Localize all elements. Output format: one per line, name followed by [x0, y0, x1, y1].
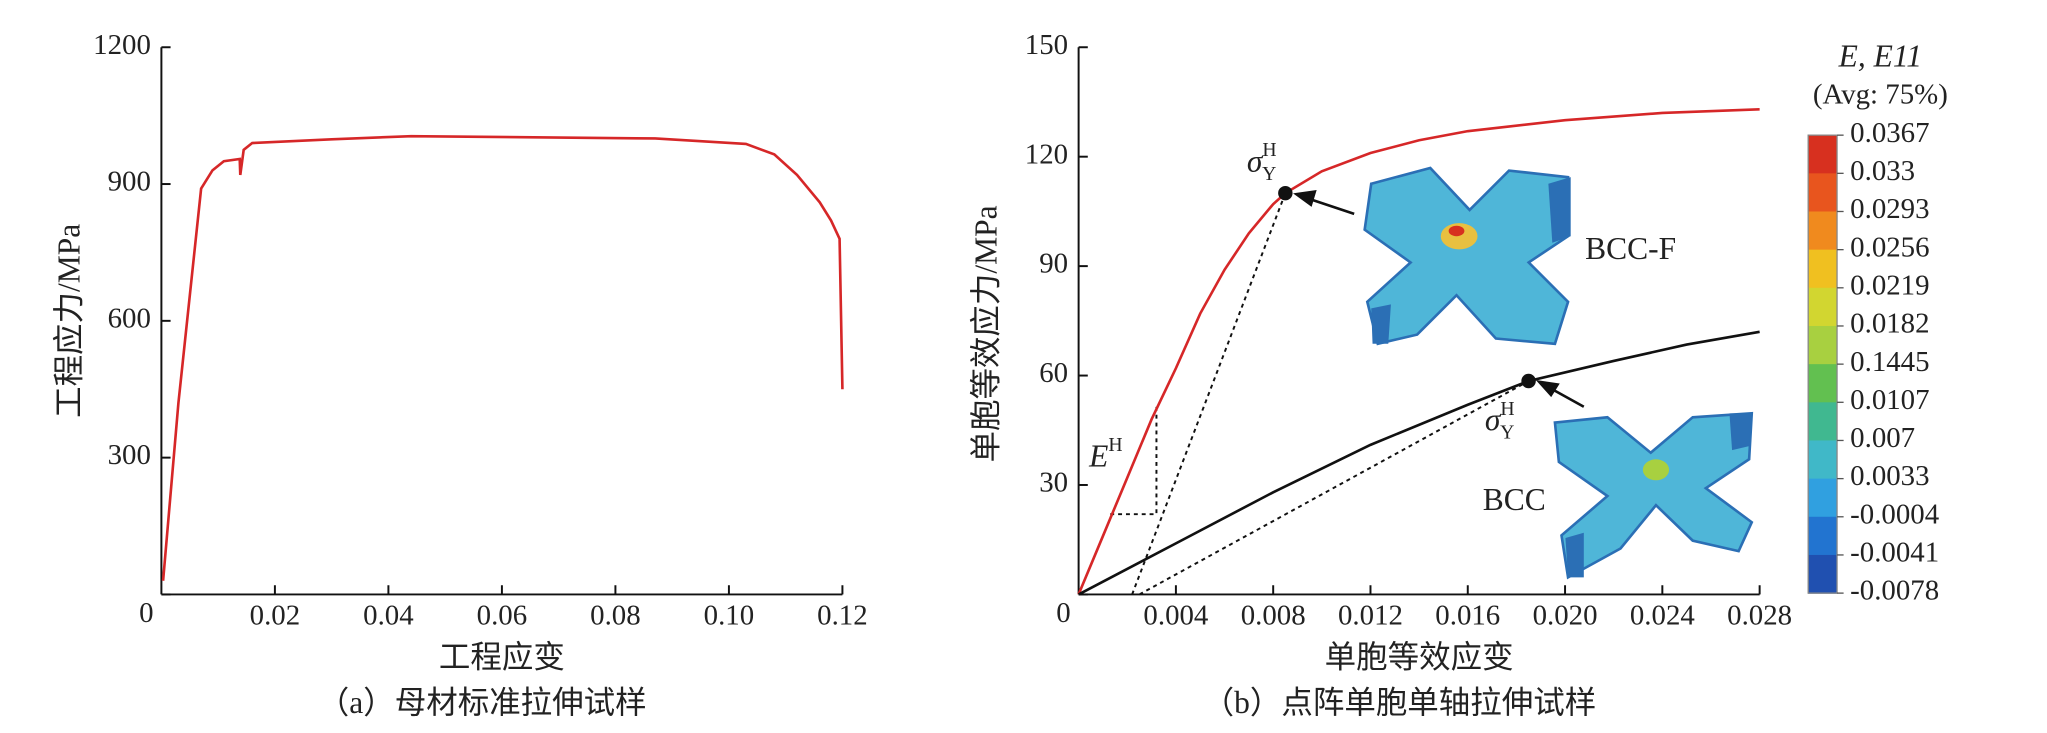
- colorbar-band: [1808, 249, 1838, 289]
- yield-point: [1521, 373, 1536, 389]
- colorbar-label: 0.033: [1850, 155, 1915, 187]
- colorbar-label: -0.0078: [1850, 575, 1939, 607]
- y-tick-label: 900: [108, 166, 151, 198]
- y-axis-label: 单胞等效应力/MPa: [969, 205, 1004, 462]
- x-tick-label: 0.02: [250, 600, 301, 632]
- x-tick-label: 0.028: [1727, 600, 1792, 632]
- render-bcc-f: [1363, 166, 1571, 346]
- colorbar-band: [1808, 440, 1838, 480]
- colorbar-band: [1808, 287, 1838, 327]
- colorbar-band: [1808, 325, 1838, 365]
- modulus-label: EH: [1088, 434, 1122, 474]
- y-tick-label: 60: [1039, 357, 1068, 389]
- colorbar-label: 0.0256: [1850, 231, 1929, 263]
- colorbar-title: E, E11: [1838, 38, 1922, 73]
- x-tick-label: 0.020: [1533, 600, 1598, 632]
- colorbar-subtitle: (Avg: 75%): [1813, 79, 1948, 111]
- y-tick-label: 1200: [93, 29, 151, 61]
- colorbar-label: 0.0293: [1850, 193, 1929, 225]
- arrows: [1293, 189, 1585, 408]
- x-tick-label: 0.06: [477, 600, 528, 632]
- yield-label-sup: H: [1262, 139, 1276, 161]
- yield-label-sup: H: [1500, 397, 1514, 419]
- modulus-label-sup: H: [1108, 434, 1122, 456]
- colorbar-label: 0.0107: [1850, 384, 1929, 416]
- x-tick-label: 0.10: [704, 600, 755, 632]
- colorbar-band: [1808, 135, 1838, 174]
- reference-line: [1131, 192, 1287, 595]
- colorbar-label: -0.0004: [1850, 498, 1939, 530]
- series-label: BCC: [1483, 482, 1546, 517]
- x-tick-label: 0.08: [590, 600, 641, 632]
- x-axis-label: 单胞等效应变: [1325, 639, 1514, 674]
- series-label: BCC-F: [1585, 231, 1676, 266]
- yield-label-symbol: σ: [1485, 402, 1502, 437]
- x-tick-label: 0.04: [363, 600, 414, 632]
- colorbar-band: [1808, 364, 1838, 403]
- colorbar-band: [1808, 211, 1838, 251]
- colorbar-label: 0.0033: [1850, 460, 1929, 492]
- colorbar-label: 0.007: [1850, 422, 1915, 454]
- x-tick-label: 0.004: [1143, 600, 1208, 632]
- yield-label-symbol: σ: [1247, 144, 1264, 179]
- y-tick-label: 90: [1039, 248, 1068, 280]
- y-tick-label: 0: [139, 597, 153, 629]
- colorbar-label: 0.0367: [1850, 117, 1929, 149]
- y-tick-label: 150: [1025, 29, 1068, 61]
- caption: （a）母材标准拉伸试样: [318, 685, 647, 720]
- x-tick-label: 0.008: [1241, 600, 1306, 632]
- y-axis-label: 工程应力/MPa: [51, 224, 86, 418]
- colorbar-label: 0.0219: [1850, 269, 1929, 301]
- x-tick-label: 0.12: [817, 600, 868, 632]
- modulus-label-symbol: E: [1088, 439, 1108, 474]
- colorbar-label: 0.0182: [1850, 308, 1929, 340]
- yield-label-sub: Y: [1262, 162, 1276, 184]
- caption: （b）点阵单胞单轴拉伸试样: [1203, 685, 1597, 720]
- y-tick-label: 300: [108, 439, 151, 471]
- reference-line: [1138, 380, 1530, 596]
- y-tick-label: 30: [1039, 467, 1068, 499]
- colorbar-band: [1808, 173, 1838, 213]
- y-tick-label: 120: [1025, 138, 1068, 170]
- yield-label: σH Y: [1247, 139, 1277, 185]
- y-tick-label: 600: [108, 302, 151, 334]
- colorbar-label: 0.1445: [1850, 346, 1929, 378]
- colorbar-band: [1808, 402, 1838, 442]
- y-tick-label: 0: [1056, 597, 1070, 629]
- colorbar-band: [1808, 478, 1838, 518]
- yield-label: σH Y: [1485, 397, 1515, 443]
- yield-point: [1278, 185, 1293, 201]
- series-line: [1078, 330, 1760, 596]
- colorbar-band: [1808, 554, 1838, 594]
- colorbar-label: -0.0041: [1850, 537, 1939, 569]
- x-tick-label: 0.024: [1630, 600, 1695, 632]
- x-tick-label: 0.016: [1435, 600, 1500, 632]
- x-tick-label: 0.012: [1338, 600, 1403, 632]
- reference-line: [1110, 404, 1158, 516]
- series-line: [161, 134, 844, 581]
- render-bcc: [1553, 411, 1754, 580]
- x-axis-label: 工程应变: [439, 639, 565, 674]
- series-line: [1077, 107, 1760, 595]
- yield-label-sub: Y: [1500, 421, 1514, 443]
- colorbar-band: [1808, 516, 1838, 556]
